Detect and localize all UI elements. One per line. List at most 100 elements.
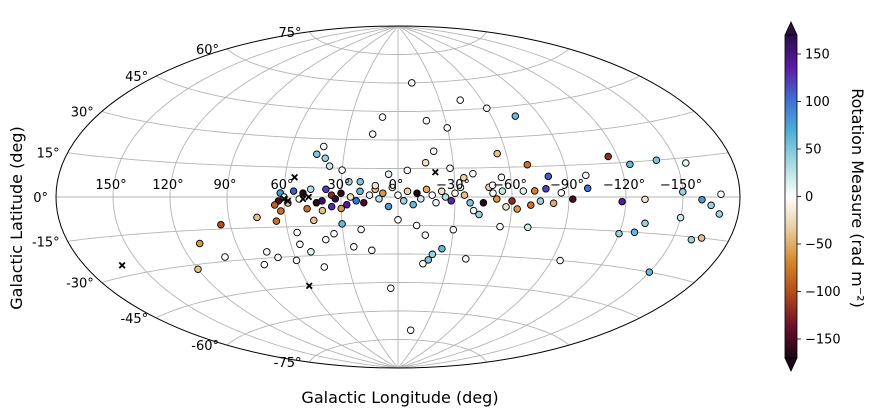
data-point	[508, 197, 516, 205]
data-point	[460, 191, 469, 199]
latitude-tick-label: 15°	[37, 147, 60, 162]
data-point	[394, 216, 402, 224]
data-point	[697, 234, 706, 242]
data-point	[360, 198, 368, 207]
latitude-tick-label: 75°	[278, 26, 301, 41]
data-point	[306, 185, 315, 193]
data-point	[379, 189, 387, 197]
data-point	[260, 260, 269, 269]
data-point	[356, 177, 364, 186]
cross-marker	[431, 168, 439, 176]
data-point	[615, 229, 623, 238]
data-point	[497, 173, 506, 182]
data-point	[371, 181, 380, 190]
data-point	[289, 187, 298, 195]
data-point	[421, 158, 430, 167]
latitude-tick-labels: 75° 60° 45° 30° 15° 0° -15° -30° -45° -60° -75°	[32, 26, 302, 371]
cross-marker	[299, 195, 307, 203]
data-point	[676, 213, 685, 222]
y-axis-label: Galactic Latitude (deg)	[7, 126, 26, 309]
colorbar-tick-label: −50	[805, 238, 832, 253]
colorbar-tick-label: 0	[805, 190, 813, 205]
colorbar-tick-label: −150	[805, 333, 841, 348]
data-point	[350, 243, 358, 251]
data-point	[408, 79, 416, 87]
latitude-tick-label: 30°	[71, 106, 94, 121]
colorbar-body	[784, 34, 798, 359]
data-point	[438, 244, 446, 253]
data-point	[428, 250, 437, 259]
data-point	[277, 207, 285, 215]
latitude-tick-label: -30°	[66, 277, 94, 292]
cross-marker	[305, 282, 313, 290]
data-point	[604, 152, 612, 161]
data-point	[406, 326, 415, 334]
data-point	[536, 197, 545, 205]
colorbar-tick-label: 50	[805, 143, 822, 158]
data-point	[356, 187, 364, 196]
data-point	[483, 104, 491, 112]
colorbar-tick-label: 150	[805, 48, 830, 63]
data-point	[569, 195, 577, 203]
data-point	[523, 160, 532, 169]
data-point	[320, 263, 329, 271]
colorbar-label: Rotation Measure (rad m⁻²)	[848, 88, 867, 308]
latitude-tick-label: 60°	[196, 43, 219, 58]
data-point	[462, 255, 470, 263]
data-point	[325, 162, 334, 170]
data-point	[320, 142, 328, 151]
data-point	[322, 185, 330, 194]
grid-meridian	[397, 25, 627, 369]
latitude-tick-label: -15°	[32, 235, 60, 250]
data-point	[557, 189, 566, 197]
data-point	[422, 185, 431, 194]
data-point	[296, 240, 304, 249]
data-point	[318, 206, 327, 215]
latitude-tick-label: 45°	[125, 70, 148, 85]
data-point	[707, 201, 715, 210]
data-point	[466, 199, 474, 207]
data-point	[429, 147, 438, 155]
data-point	[432, 198, 440, 207]
data-point	[456, 96, 464, 104]
data-point	[409, 200, 417, 209]
longitude-tick-label: −120°	[603, 178, 645, 193]
data-point	[346, 193, 355, 201]
data-point	[368, 130, 377, 138]
latitude-tick-label: -45°	[120, 312, 148, 327]
data-point	[263, 248, 271, 256]
data-point	[449, 225, 458, 234]
data-point	[272, 217, 281, 225]
data-point	[618, 197, 626, 206]
data-point	[293, 228, 301, 237]
data-point	[443, 124, 451, 132]
longitude-tick-label: 150°	[95, 178, 126, 193]
data-point	[496, 222, 504, 231]
data-point	[307, 248, 315, 256]
scatter-points	[194, 79, 725, 334]
data-point	[368, 246, 376, 255]
data-point	[679, 188, 687, 196]
data-point	[318, 197, 326, 205]
data-point	[403, 166, 412, 175]
data-point	[331, 195, 340, 203]
data-point	[221, 253, 229, 261]
data-point	[698, 195, 706, 204]
colorbar-tick-label: −100	[805, 285, 841, 300]
data-point	[378, 113, 387, 121]
data-point	[460, 173, 468, 182]
data-point	[583, 184, 592, 193]
data-point	[417, 195, 425, 203]
data-point	[343, 200, 351, 209]
data-point	[299, 189, 307, 197]
data-point	[327, 202, 336, 211]
data-point	[556, 256, 564, 265]
data-point	[387, 284, 395, 292]
data-point	[388, 183, 397, 192]
cross-markers	[118, 168, 439, 290]
data-point	[194, 265, 202, 273]
data-point	[437, 187, 446, 196]
data-point	[488, 181, 497, 189]
longitude-tick-label: −90°	[550, 178, 584, 193]
